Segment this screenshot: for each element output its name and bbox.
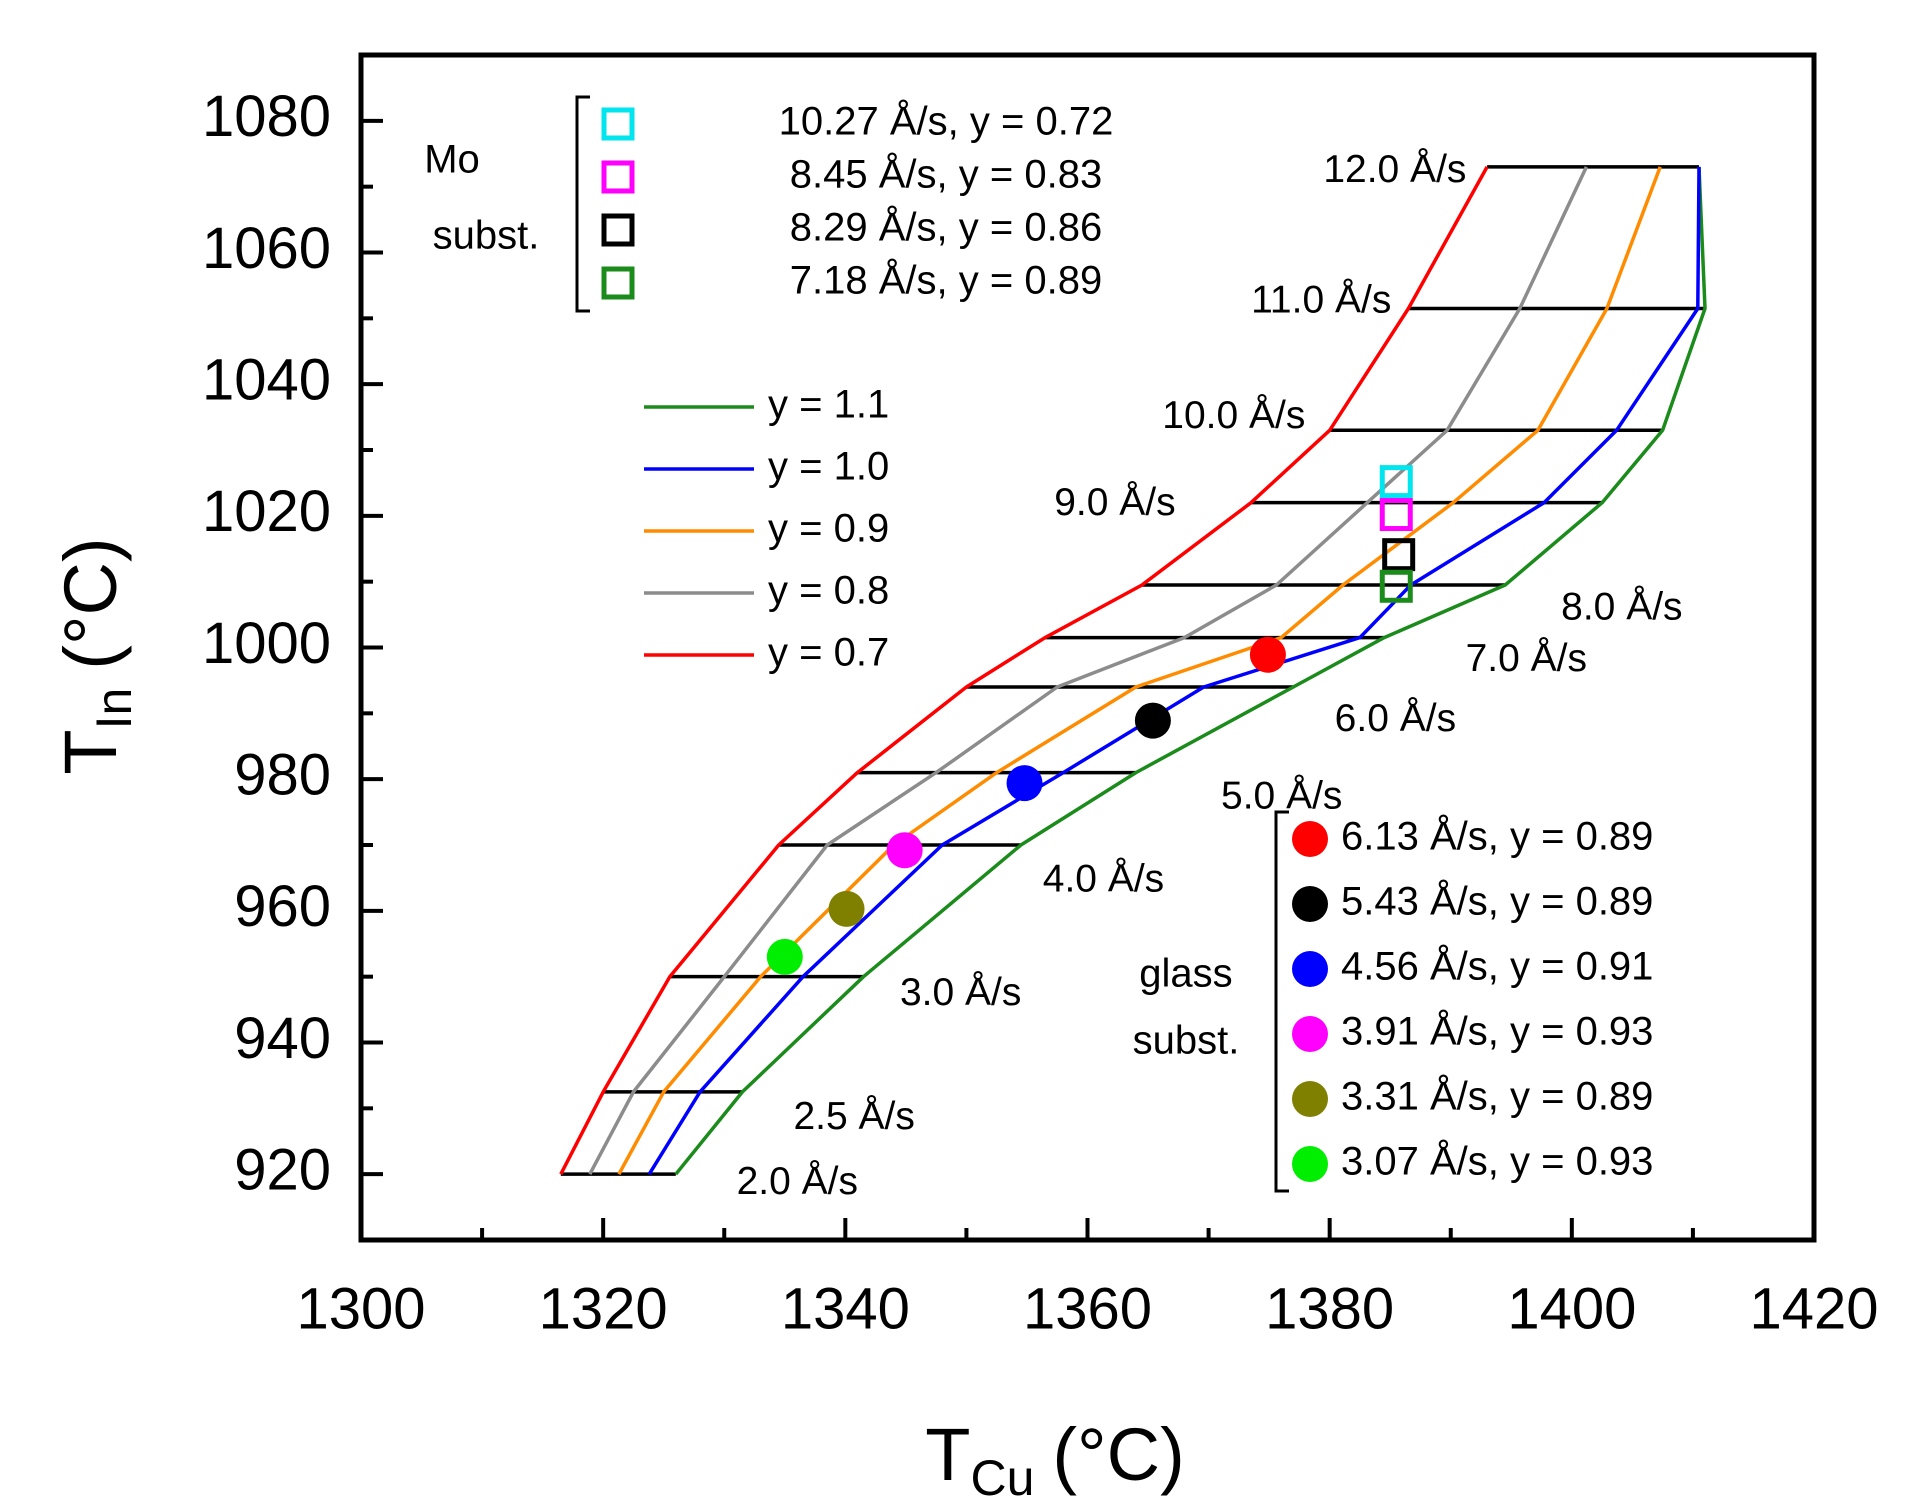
glass-marker	[1006, 765, 1043, 802]
legend-label: 4.56 Å/s, y = 0.91	[1341, 944, 1653, 989]
x-tick-label: 1300	[296, 1276, 425, 1341]
y-tick-label: 1000	[202, 611, 331, 676]
mo-marker	[1382, 538, 1416, 572]
legend-label: 3.91 Å/s, y = 0.93	[1341, 1009, 1653, 1054]
legend-title: Mo	[424, 138, 480, 182]
y-tick-label: 1040	[202, 347, 331, 412]
rate-label: 9.0 Å/s	[1054, 480, 1175, 524]
x-tick-label: 1400	[1507, 1276, 1636, 1341]
legend-marker	[1292, 1146, 1328, 1182]
legend-label: y = 0.7	[768, 631, 889, 675]
legend-marker	[1292, 821, 1328, 857]
legend-label: y = 0.9	[768, 507, 889, 551]
glass-marker	[1249, 636, 1286, 673]
plot-frame	[358, 52, 1817, 1243]
legend-label: 8.29 Å/s, y = 0.86	[790, 205, 1102, 250]
legend-marker	[601, 266, 635, 300]
legend-label: 6.13 Å/s, y = 0.89	[1341, 814, 1653, 859]
x-tick-label: 1320	[539, 1276, 668, 1341]
y-tick-label: 960	[234, 874, 331, 939]
series-line	[559, 166, 1489, 1176]
x-axis-label-sub: Cu	[970, 1450, 1034, 1506]
legend-title: glass	[1139, 952, 1232, 996]
legend-marker	[1292, 1016, 1328, 1052]
rate-label: 10.0 Å/s	[1162, 393, 1305, 437]
y-tick-label: 920	[234, 1137, 331, 1202]
series-line	[588, 166, 1588, 1176]
legend-label: y = 1.0	[768, 445, 889, 489]
mo-marker	[1379, 465, 1413, 499]
rate-label: 8.0 Å/s	[1561, 584, 1682, 628]
x-tick-label: 1340	[781, 1276, 910, 1341]
y-tick-label: 1080	[202, 84, 331, 149]
legend-label: 10.27 Å/s, y = 0.72	[779, 99, 1114, 144]
legend-label: 3.07 Å/s, y = 0.93	[1341, 1139, 1653, 1184]
legend-marker	[1292, 1081, 1328, 1117]
legend-label: 5.43 Å/s, y = 0.89	[1341, 879, 1653, 924]
rate-label: 5.0 Å/s	[1221, 773, 1342, 817]
y-axis-label-main: T	[49, 729, 132, 774]
glass-marker	[1134, 702, 1171, 739]
legend-marker	[601, 160, 635, 194]
mo-marker	[1379, 569, 1413, 603]
x-axis-label-main: T	[925, 1413, 970, 1496]
y-axis-label: TIn (°C)	[49, 537, 143, 774]
x-tick-label: 1420	[1749, 1276, 1878, 1341]
y-tick-label: 1020	[202, 479, 331, 544]
legend-label: y = 0.8	[768, 569, 889, 613]
rate-label: 7.0 Å/s	[1466, 636, 1587, 680]
rate-label: 2.0 Å/s	[737, 1159, 858, 1203]
legend-label: 7.18 Å/s, y = 0.89	[790, 258, 1102, 303]
legend-title: subst.	[1133, 1019, 1240, 1063]
rate-label: 11.0 Å/s	[1251, 278, 1391, 322]
x-tick-label: 1360	[1023, 1276, 1152, 1341]
x-tick-label: 1380	[1265, 1276, 1394, 1341]
legend-title: subst.	[433, 214, 540, 258]
rate-label: 2.5 Å/s	[793, 1094, 914, 1138]
y-tick-label: 1060	[202, 216, 331, 281]
legend-bracket	[575, 95, 590, 313]
series-line	[674, 166, 1707, 1176]
legend-marker	[601, 107, 635, 141]
legend-label: 3.31 Å/s, y = 0.89	[1341, 1074, 1653, 1119]
rate-label: 3.0 Å/s	[900, 970, 1021, 1014]
mo-marker	[1379, 498, 1413, 532]
legend-marker	[1292, 886, 1328, 922]
legend-label: y = 1.1	[768, 383, 889, 427]
x-axis-label: TCu (°C)	[925, 1413, 1184, 1506]
rate-label: 4.0 Å/s	[1043, 857, 1164, 901]
legend-label: 8.45 Å/s, y = 0.83	[790, 152, 1102, 197]
glass-marker	[828, 890, 865, 927]
legend-marker	[1292, 951, 1328, 987]
y-axis-label-unit: (°C)	[49, 537, 132, 669]
rate-label: 12.0 Å/s	[1323, 147, 1466, 191]
rate-label: 6.0 Å/s	[1335, 696, 1456, 740]
x-axis-label-unit: (°C)	[1052, 1413, 1184, 1496]
glass-marker	[886, 832, 923, 869]
legend-marker	[601, 213, 635, 247]
legend-bracket	[1274, 810, 1289, 1193]
series-line	[617, 166, 1662, 1176]
y-tick-label: 980	[234, 742, 331, 807]
y-tick-label: 940	[234, 1006, 331, 1071]
glass-marker	[766, 938, 803, 975]
y-axis-label-sub: In	[86, 688, 142, 730]
